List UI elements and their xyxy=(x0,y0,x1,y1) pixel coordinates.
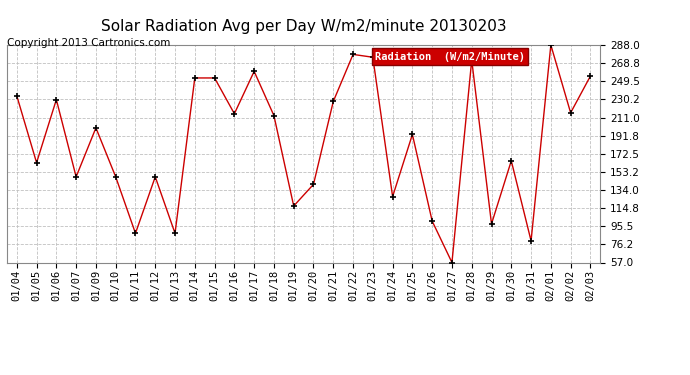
Text: Radiation  (W/m2/Minute): Radiation (W/m2/Minute) xyxy=(375,51,525,62)
Text: Solar Radiation Avg per Day W/m2/minute 20130203: Solar Radiation Avg per Day W/m2/minute … xyxy=(101,19,506,34)
Text: Copyright 2013 Cartronics.com: Copyright 2013 Cartronics.com xyxy=(7,38,170,48)
